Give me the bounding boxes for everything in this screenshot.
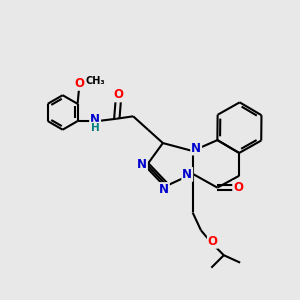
Text: N: N <box>191 142 201 154</box>
Text: O: O <box>113 88 123 101</box>
Text: N: N <box>182 168 192 181</box>
Text: O: O <box>233 181 243 194</box>
Text: H: H <box>91 123 100 133</box>
Text: O: O <box>208 235 218 248</box>
Text: N: N <box>159 183 169 196</box>
Text: N: N <box>137 158 147 171</box>
Text: O: O <box>74 77 84 90</box>
Text: N: N <box>90 113 100 126</box>
Text: CH₃: CH₃ <box>85 76 105 85</box>
